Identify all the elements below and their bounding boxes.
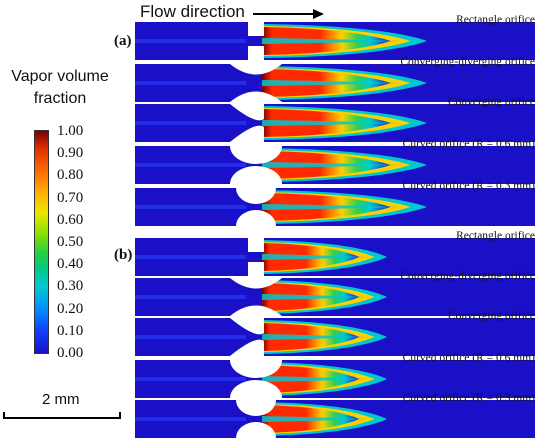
inlet-jet <box>135 295 246 299</box>
flow-direction-arrow-icon <box>253 9 324 19</box>
orifice-label: Converging orifice <box>448 96 535 108</box>
liquid-jet-core <box>262 38 403 44</box>
colorbar-tick-label: 0.30 <box>57 278 84 295</box>
orifice-label: Curved orifice (R = 0.3 mm) <box>402 392 535 404</box>
liquid-jet-core <box>262 204 403 210</box>
orifice-wall <box>230 380 282 398</box>
scale-bar-label: 2 mm <box>42 391 80 408</box>
inlet-jet <box>135 417 246 421</box>
orifice-wall <box>248 46 264 60</box>
orifice-label: Rectangle orifice <box>456 230 535 242</box>
inlet-jet <box>135 205 246 209</box>
orifice-wall <box>230 91 282 102</box>
contour-strip-converging <box>135 318 535 356</box>
colorbar-tick-label: 0.80 <box>57 167 84 184</box>
orifice-wall <box>236 422 276 438</box>
colorbar-tick-label: 0.00 <box>57 345 84 361</box>
inlet-jet <box>135 255 246 259</box>
orifice-wall <box>230 146 282 164</box>
panel-label: (b) <box>114 247 133 263</box>
liquid-jet-core <box>262 80 403 86</box>
colorbar-tick-label: 0.60 <box>57 211 84 228</box>
orifice-label: Converging orifice <box>448 310 535 322</box>
orifice-wall <box>248 262 264 276</box>
contour-strip-converging <box>135 104 535 142</box>
orifice-label: Converging-diverging orifice <box>400 270 535 282</box>
colorbar-tick-label: 0.20 <box>57 300 84 317</box>
contour-strip-converging-diverging <box>135 278 535 316</box>
orifice-wall <box>236 210 276 226</box>
orifice-label: Rectangle orifice <box>456 14 535 26</box>
contour-strip-converging-diverging <box>135 64 535 102</box>
orifice-wall <box>230 125 264 142</box>
liquid-jet-core <box>262 162 403 168</box>
orifice-label: Curved orifice (R = 0.3 mm) <box>402 180 535 192</box>
liquid-jet-core <box>262 416 369 422</box>
orifice-wall <box>248 22 264 36</box>
colorbar <box>34 130 49 354</box>
inlet-jet <box>135 81 246 85</box>
inlet-jet <box>135 335 246 339</box>
legend-title: Vapor volume fraction <box>11 68 109 107</box>
orifice-wall <box>230 64 282 75</box>
colorbar-tick-label: 1.00 <box>57 123 84 139</box>
panel-label: (a) <box>114 33 132 49</box>
colorbar-tick-label: 0.70 <box>57 189 84 206</box>
contour-strip-curved-large <box>135 146 535 184</box>
colorbar-tick-label: 0.40 <box>57 256 84 273</box>
orifice-wall <box>230 318 264 335</box>
liquid-jet-core <box>262 334 369 340</box>
contour-strip-rectangle <box>135 22 535 60</box>
liquid-jet-core <box>262 376 369 382</box>
orifice-wall <box>248 238 264 252</box>
scale-bar <box>3 412 121 419</box>
liquid-jet-core <box>262 254 369 260</box>
inlet-jet <box>135 377 246 381</box>
contour-strip-curved-small <box>135 188 535 226</box>
inlet-jet <box>135 39 246 43</box>
colorbar-tick-label: 0.50 <box>57 234 84 250</box>
contour-strip-curved-large <box>135 360 535 398</box>
orifice-wall <box>230 360 282 378</box>
orifice-wall <box>230 166 282 184</box>
orifice-wall <box>230 278 282 289</box>
colorbar-tick-label: 0.10 <box>57 322 84 339</box>
contour-strip-curved-small <box>135 400 535 438</box>
orifice-wall <box>230 305 282 316</box>
liquid-jet-core <box>262 120 403 126</box>
liquid-jet-core <box>262 294 369 300</box>
orifice-wall <box>230 104 264 121</box>
orifice-wall <box>230 339 264 356</box>
orifice-wall <box>236 400 276 416</box>
inlet-jet <box>135 163 246 167</box>
orifice-label: Curved orifice (R = 0.6 mm) <box>402 138 535 150</box>
inlet-jet <box>135 121 246 125</box>
colorbar-tick-label: 0.90 <box>57 145 84 162</box>
orifice-label: Curved orifice (R = 0.6 mm) <box>402 352 535 364</box>
flow-direction-label: Flow direction <box>140 2 245 21</box>
orifice-label: Converging-diverging orifice <box>400 56 535 68</box>
contour-strip-rectangle <box>135 238 535 276</box>
orifice-wall <box>236 188 276 204</box>
